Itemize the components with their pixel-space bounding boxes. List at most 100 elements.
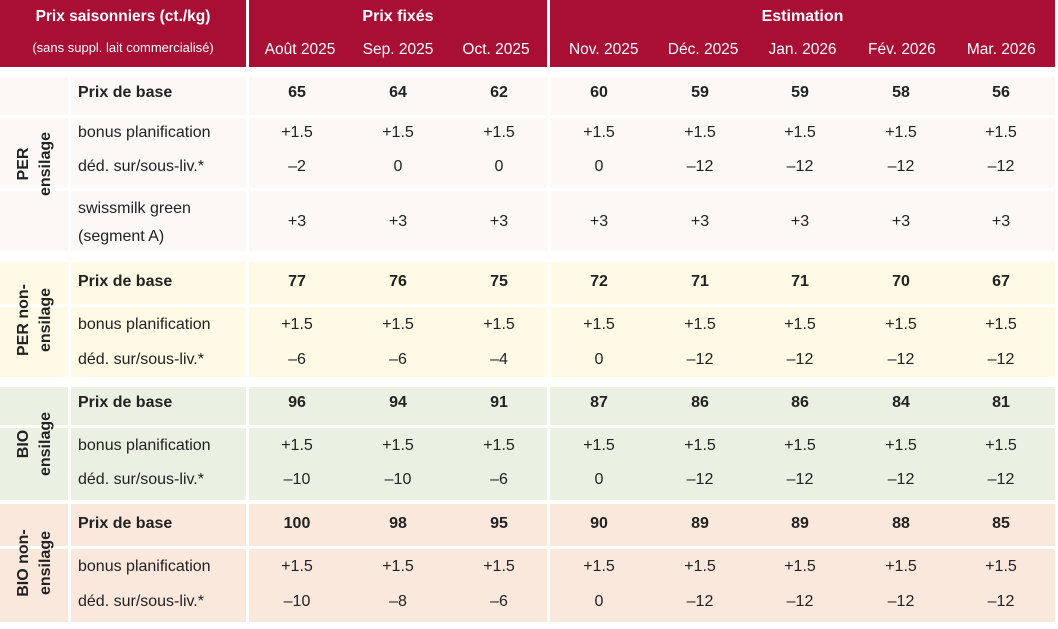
table-cell: 56 [992, 84, 1010, 101]
table-cell: +3 [287, 213, 307, 230]
table-cell: 91 [490, 394, 508, 411]
row-label: déd. sur/sous-liv.* [78, 593, 204, 610]
table-cell: +1.5 [382, 316, 414, 333]
table-cell: 58 [892, 84, 910, 101]
row-divider [0, 304, 1055, 307]
table-cell: –12 [686, 351, 714, 368]
table-cell: –12 [887, 158, 915, 175]
table-cell: 96 [288, 394, 306, 411]
table-cell: –10 [283, 593, 311, 610]
group-bio-non-ensilage [0, 504, 1055, 622]
table-cell: –12 [786, 351, 814, 368]
table-cell: +1.5 [281, 558, 313, 575]
column-divider [547, 77, 550, 622]
table-cell: 86 [791, 394, 809, 411]
table-cell: +1.5 [985, 558, 1017, 575]
table-cell: 100 [283, 515, 311, 532]
table-cell: 62 [490, 84, 508, 101]
row-divider [0, 425, 1055, 428]
table-row: déd. sur/sous-liv.* –10 –10 –6 0 –12 –12 –12 –1… [0, 467, 1055, 493]
table-cell: 67 [992, 273, 1010, 290]
row-divider [0, 188, 1055, 191]
table-cell: +1.5 [684, 437, 716, 454]
month-header: Sep. 2025 [362, 41, 434, 58]
column-divider [246, 77, 249, 622]
table-cell: +1.5 [583, 558, 615, 575]
table-cell: 72 [590, 273, 608, 290]
table-cell: –12 [686, 158, 714, 175]
month-header: Oct. 2025 [462, 41, 530, 58]
table-cell: 77 [288, 273, 306, 290]
table-cell: +1.5 [281, 437, 313, 454]
table-cell: +3 [489, 213, 509, 230]
row-label: bonus planification [78, 124, 211, 141]
table-cell: 60 [590, 84, 608, 101]
table-cell: 88 [892, 515, 910, 532]
table-subtitle: (sans suppl. lait commercialisé) [32, 40, 214, 55]
table-cell: –6 [490, 593, 508, 610]
row-label-multiline: swissmilk green (segment A) [78, 200, 191, 245]
table-cell: +1.5 [281, 316, 313, 333]
month-header: Août 2025 [264, 41, 336, 58]
table-row: déd. sur/sous-liv.* –10 –8 –6 0 –12 –12 –12 –12 [0, 589, 1055, 615]
table-cell: –12 [887, 351, 915, 368]
row-label: déd. sur/sous-liv.* [78, 158, 204, 175]
table-cell: +1.5 [483, 437, 515, 454]
table-cell: 89 [691, 515, 709, 532]
table-cell: +1.5 [583, 437, 615, 454]
table-cell: +3 [388, 213, 408, 230]
table-cell: 71 [791, 273, 809, 290]
table-cell: 86 [691, 394, 709, 411]
table-cell: –2 [288, 158, 306, 175]
table-cell: +1.5 [382, 558, 414, 575]
table-cell: –12 [887, 593, 915, 610]
table-cell: –12 [987, 593, 1015, 610]
table-cell: 87 [590, 394, 608, 411]
table-cell: 76 [389, 273, 407, 290]
table-cell: 0 [393, 158, 403, 175]
table-cell: +1.5 [583, 124, 615, 141]
table-cell: 70 [892, 273, 910, 290]
table-cell: –8 [389, 593, 407, 610]
month-header: Jan. 2026 [768, 41, 837, 58]
table-cell: 75 [490, 273, 508, 290]
table-cell: +3 [589, 213, 609, 230]
table-cell: +1.5 [784, 316, 816, 333]
table-row: bonus planification +1.5 +1.5 +1.5 +1.5 +1.5… [0, 554, 1055, 580]
table-row: Prix de base 96 94 91 87 86 86 84 81 [0, 390, 1055, 416]
group-per-non-ensilage [0, 262, 1055, 377]
table-row: Prix de base 65 64 62 60 59 59 58 56 [0, 80, 1055, 106]
table-cell: +1.5 [583, 316, 615, 333]
table-cell: 95 [490, 515, 508, 532]
table-cell: +1.5 [483, 558, 515, 575]
table-cell: 59 [791, 84, 809, 101]
header-fixed-prices: Prix fixés Août 2025 Sep. 2025 Oct. 2025 [249, 0, 547, 67]
group-bio-ensilage [0, 387, 1055, 500]
table-cell: 0 [594, 471, 604, 488]
row-label: bonus planification [78, 316, 211, 333]
table-cell: +1.5 [382, 124, 414, 141]
row-label: déd. sur/sous-liv.* [78, 351, 204, 368]
table-cell: 0 [594, 158, 604, 175]
table-cell: 85 [992, 515, 1010, 532]
table-cell: –10 [283, 471, 311, 488]
table-cell: 98 [389, 515, 407, 532]
table-title: Prix saisonniers (ct./kg) [35, 8, 211, 25]
month-header: Fév. 2026 [868, 41, 936, 58]
table-cell: 89 [791, 515, 809, 532]
table-cell: 81 [992, 394, 1010, 411]
table-cell: –12 [987, 471, 1015, 488]
row-label: Prix de base [78, 515, 173, 532]
table-cell: +1.5 [684, 316, 716, 333]
table-cell: –12 [786, 158, 814, 175]
table-cell: +1.5 [885, 124, 917, 141]
table-cell: +3 [991, 213, 1011, 230]
table-cell: 71 [691, 273, 709, 290]
table-cell: 0 [494, 158, 504, 175]
table-cell: –12 [686, 593, 714, 610]
table-cell: +1.5 [885, 437, 917, 454]
table-cell: +3 [891, 213, 911, 230]
row-label: bonus planification [78, 558, 211, 575]
table-cell: –6 [490, 471, 508, 488]
table-cell: 94 [389, 394, 407, 411]
